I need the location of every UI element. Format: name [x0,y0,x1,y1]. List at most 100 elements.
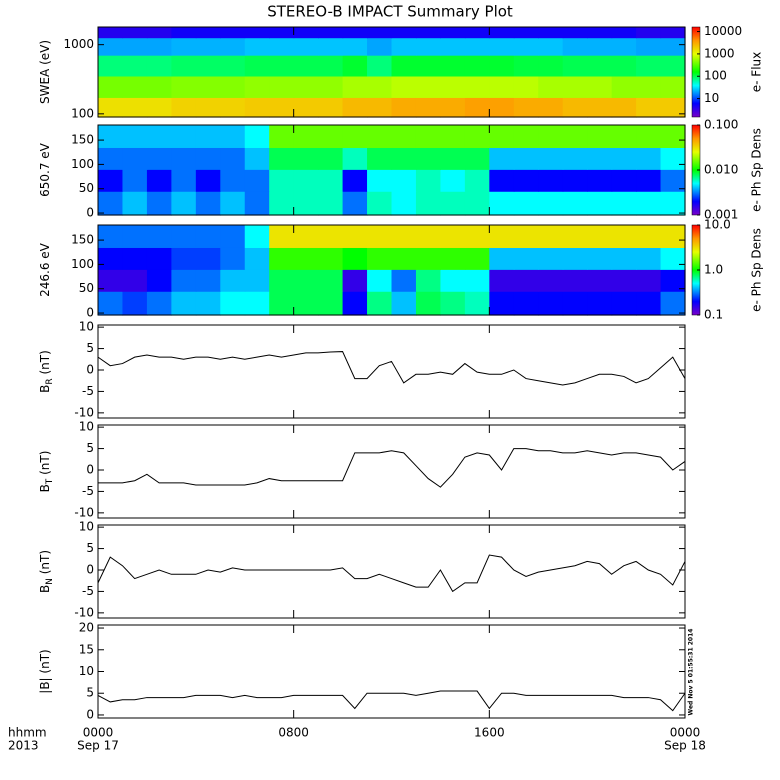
heatmap-cell [171,269,197,292]
heatmap-cell [440,291,466,316]
y-axis-label: 246.6 eV [38,242,52,297]
heatmap-cell [269,27,295,39]
heatmap-cell [391,27,417,39]
heatmap-cell [342,27,368,39]
y-axis-label-part: B [38,385,52,393]
heatmap-cell [513,55,539,77]
heatmap-cell [464,247,490,270]
heatmap-cell [587,269,613,292]
heatmap-cell [464,55,490,77]
y-axis-label: SWEA (eV) [38,40,52,104]
y-axis-label-part: B [38,484,52,492]
heatmap-cell [513,169,539,192]
heatmap-cell [440,225,466,248]
panel-frame [97,124,686,216]
y-tick-label: -5 [82,384,94,398]
heatmap-cell [636,225,662,248]
colorbar-tick-label: 10 [704,91,719,105]
heatmap-cell [587,75,613,98]
x-year-label: 2013 [8,739,39,753]
heatmap-cell [636,291,662,316]
heatmap-cell [538,27,564,39]
heatmap-cell [513,191,539,216]
heatmap-cell [440,247,466,270]
heatmap-cell [440,191,466,216]
colorbar-label: e- Ph Sp Dens [750,128,764,212]
data-line [97,351,686,386]
heatmap-cell [367,37,393,56]
heatmap-cell [415,37,442,56]
heatmap-cell [146,291,172,316]
heatmap-cell [293,55,319,77]
heatmap-cell [464,37,490,56]
heatmap-cell [415,147,442,170]
heatmap-cell [244,291,270,316]
plot-title: STEREO-B IMPACT Summary Plot [267,3,513,21]
heatmap-cell [464,269,490,292]
heatmap-cell [122,191,148,216]
heatmap-cell [636,125,662,148]
heatmap-cell [98,191,124,216]
heatmap-cell [587,37,613,56]
heatmap-cell [611,97,637,118]
y-tick-label: 10 [79,664,94,678]
heatmap-cell [660,55,686,77]
heatmap-cell [195,269,221,292]
heatmap-cell [98,27,124,39]
heatmap-cell [293,147,319,170]
heatmap-cell [538,37,564,56]
heatmap-cell [513,147,539,170]
heatmap-cell [440,147,466,170]
heatmap-cell [562,269,588,292]
heatmap-cell [660,125,686,148]
y-tick-label: 10 [79,320,94,334]
data-line [98,448,686,488]
heatmap-cell [587,247,613,270]
heatmap-cell [342,225,368,248]
y-axis-label-part: (nT) [38,350,52,378]
heatmap-cell [611,37,637,56]
heatmap-cell [122,225,148,248]
heatmap-cell [636,97,662,118]
heatmap-cell [538,125,564,148]
heatmap-cell [415,269,442,292]
heatmap-cell [146,97,172,118]
heatmap-cell [636,147,662,170]
heatmap-cell [562,37,588,56]
heatmap-cell [562,75,588,98]
y-axis-label: BR (nT) [38,350,55,393]
heatmap-cell [98,97,124,118]
heatmap-cell [318,125,344,148]
heatmap-cell [440,97,466,118]
heatmap-cell [171,191,197,216]
heatmap-cell [269,97,295,118]
heatmap-cell [269,55,295,77]
y-tick-label: -10 [74,405,94,419]
heatmap-cell [611,269,637,292]
heatmap-cell [440,55,466,77]
heatmap-cell [587,225,613,248]
heatmap-cell [636,27,662,39]
y-tick-label: 100 [71,257,94,271]
heatmap-cell [538,97,564,118]
heatmap-cell [660,191,686,216]
heatmap-cell [98,37,124,56]
heatmap-cell [293,97,319,118]
heatmap-cell [220,37,246,56]
y-tick-label: 0 [86,463,94,477]
y-axis-label-part: B [38,585,52,593]
heatmap-cell [660,147,686,170]
heatmap-cell [293,191,319,216]
heatmap-cell [660,97,686,118]
heatmap-cell [660,37,686,56]
heatmap-cell [538,247,564,270]
heatmap-cell [562,147,588,170]
heatmap-cell [98,147,124,170]
colorbar-tick-label: 0.1 [704,308,723,322]
heatmap-cell [269,75,295,98]
heatmap-cell [562,169,588,192]
heatmap-cell [318,55,344,77]
heatmap-cell [244,147,270,170]
heatmap-cell [342,247,368,270]
heatmap-cell [98,225,124,248]
